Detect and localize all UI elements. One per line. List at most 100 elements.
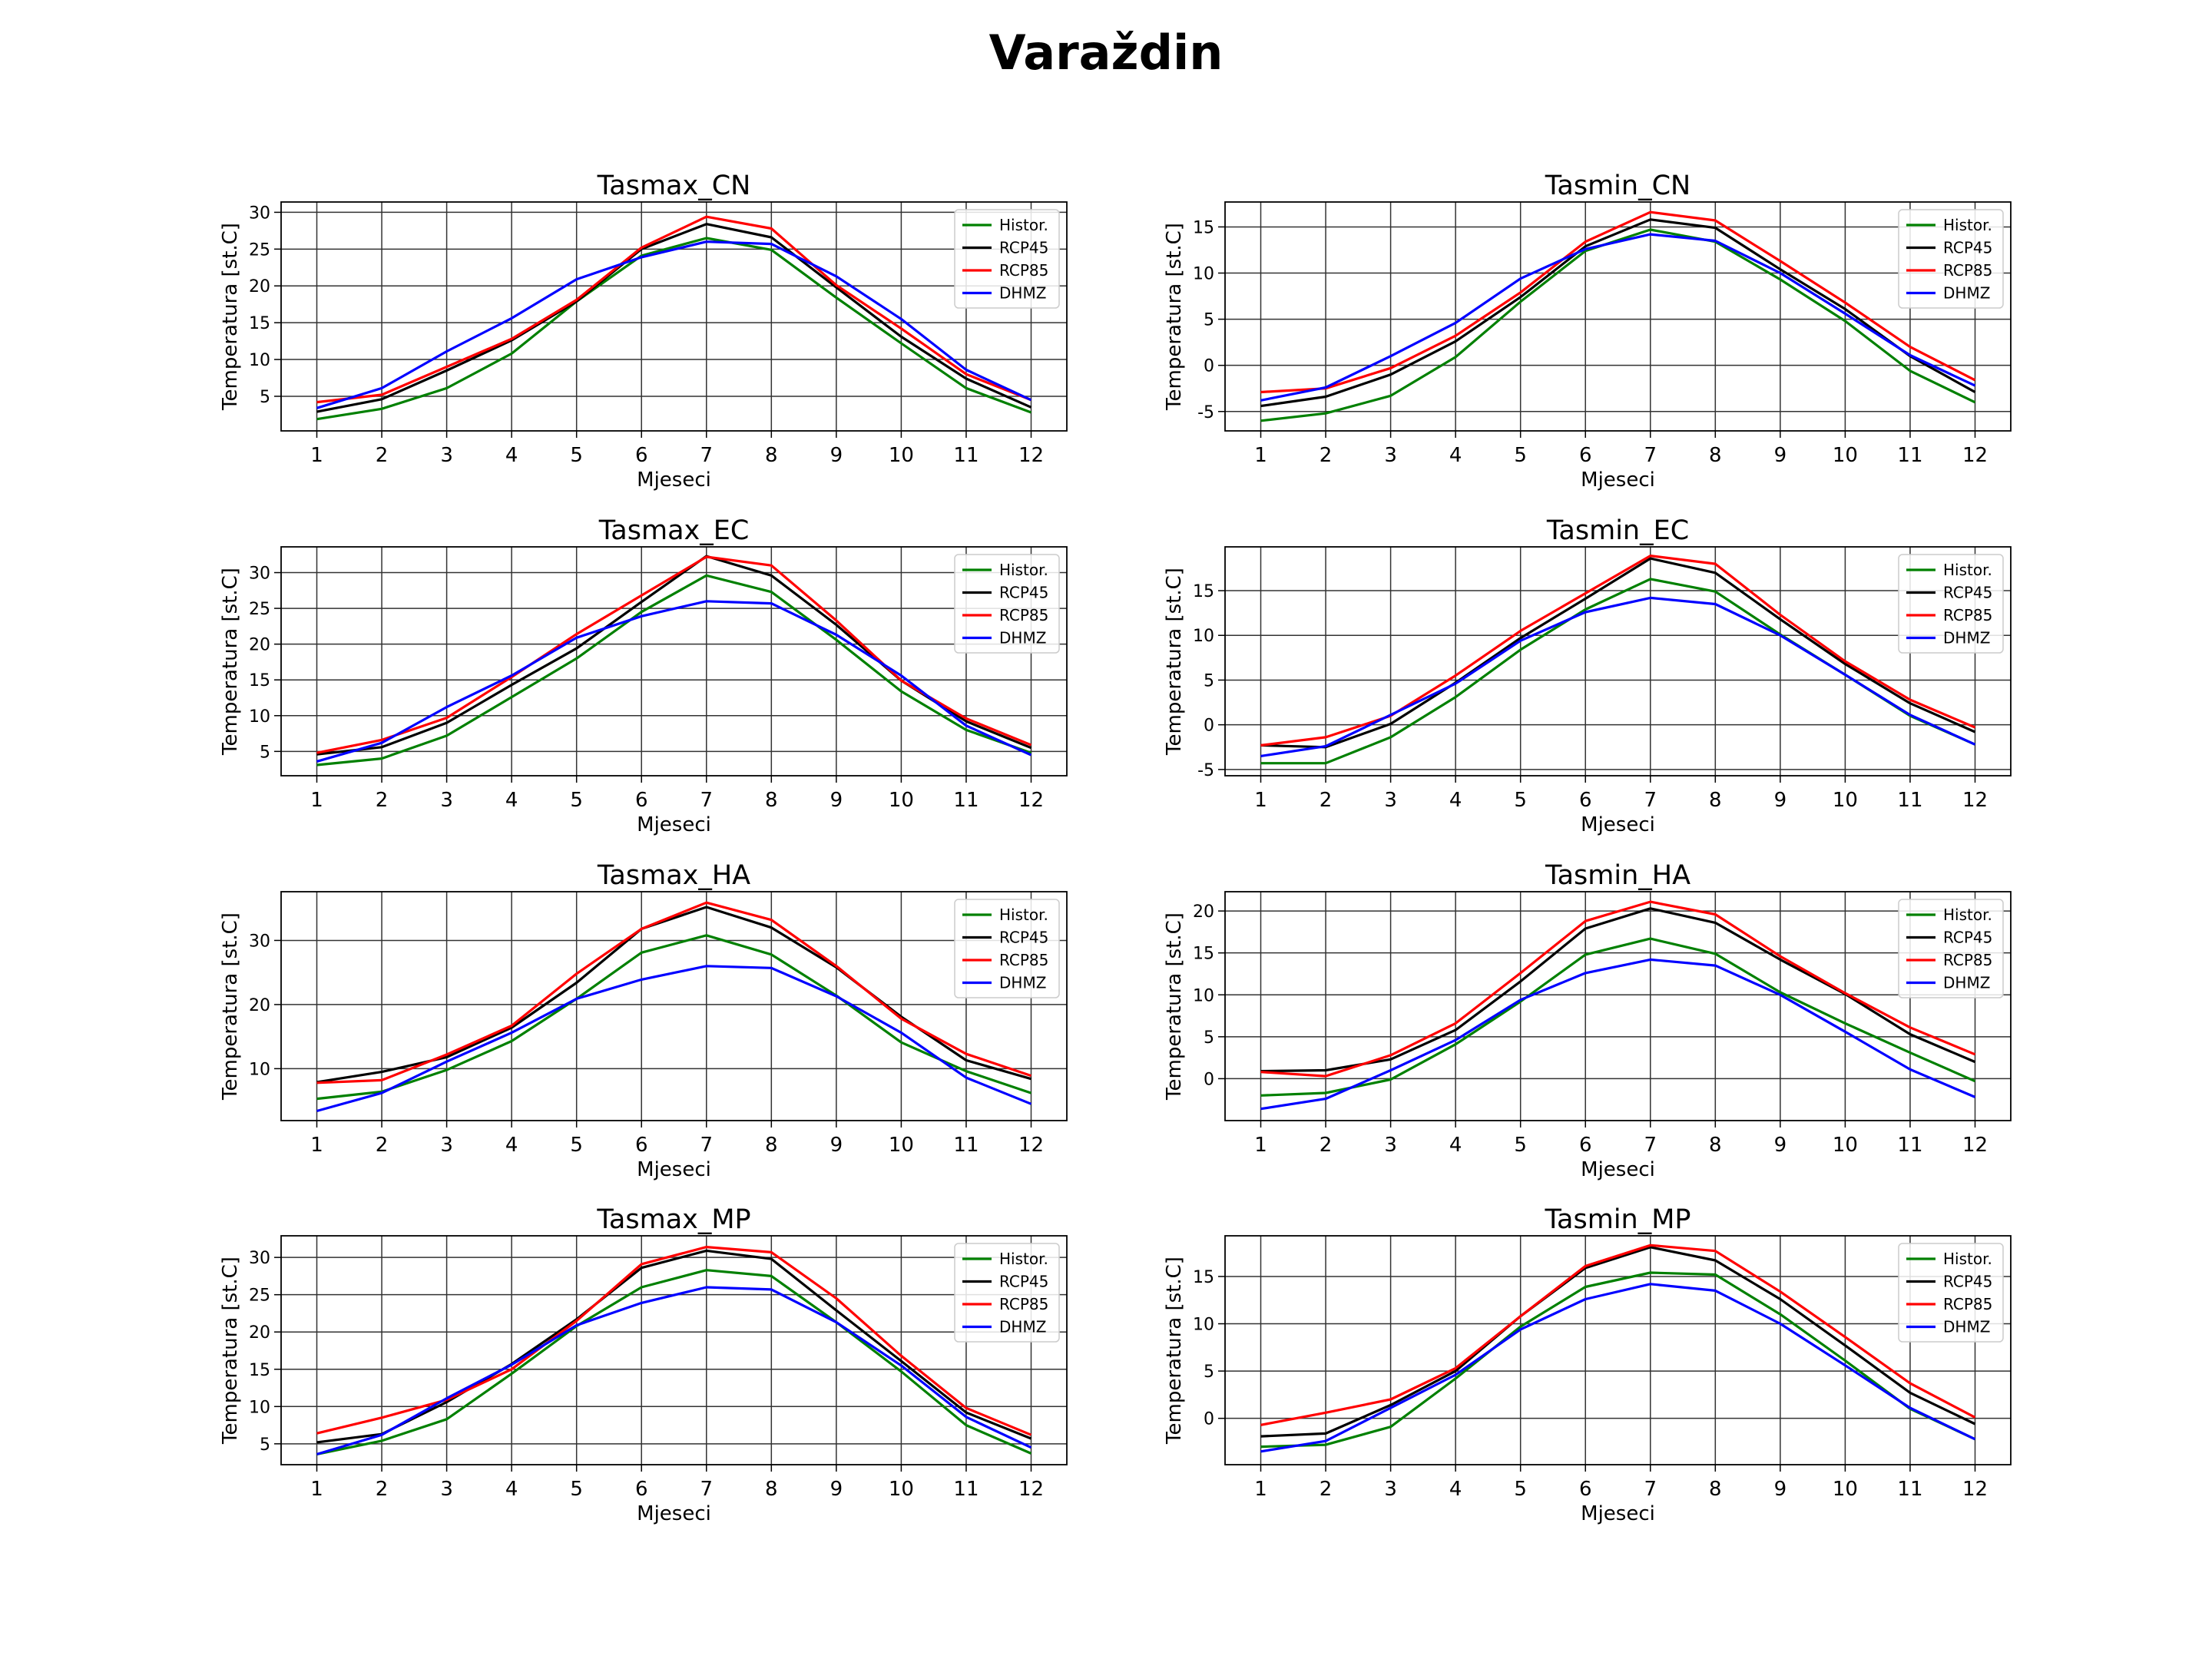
x-tick-label: 12 bbox=[1018, 1478, 1044, 1501]
x-tick-label: 7 bbox=[700, 1478, 713, 1501]
y-axis-label: Temperatura [st.C] bbox=[219, 912, 242, 1101]
x-tick-label: 10 bbox=[1833, 789, 1858, 812]
x-tick-label: 6 bbox=[635, 444, 648, 467]
x-tick-label: 2 bbox=[376, 789, 389, 812]
x-tick-label: 1 bbox=[310, 1478, 323, 1501]
y-tick-label: 25 bbox=[249, 1286, 270, 1306]
legend-box bbox=[1898, 1243, 2004, 1343]
x-tick-label: 8 bbox=[765, 444, 778, 467]
y-tick-label: 5 bbox=[260, 388, 270, 407]
series-line-rcp85 bbox=[316, 1245, 1032, 1436]
x-tick-label: 11 bbox=[953, 444, 979, 467]
legend-label: RCP85 bbox=[999, 1295, 1048, 1313]
legend-box bbox=[1898, 554, 2004, 654]
x-tick-label: 9 bbox=[830, 1478, 843, 1501]
x-tick-label: 8 bbox=[765, 1478, 778, 1501]
plot-area bbox=[1225, 202, 2011, 431]
series-line-histor bbox=[316, 237, 1032, 421]
chart-title: Tasmin_MP bbox=[1544, 1204, 1690, 1235]
x-tick-label: 1 bbox=[1254, 1134, 1267, 1157]
x-tick-label: 3 bbox=[440, 1134, 453, 1157]
series-line-dhmz bbox=[316, 965, 1032, 1113]
y-tick-label: 0 bbox=[1204, 1410, 1214, 1429]
legend-label: Histor. bbox=[1943, 216, 1992, 234]
chart-title: Tasmin_HA bbox=[1545, 860, 1690, 891]
axes-frame bbox=[1224, 891, 2012, 1121]
x-tick-label: 9 bbox=[830, 1134, 843, 1157]
legend-label: RCP85 bbox=[999, 261, 1048, 280]
x-axis-label: Mjeseci bbox=[1581, 469, 1655, 492]
x-tick-label: 5 bbox=[570, 444, 583, 467]
legend-box bbox=[954, 1243, 1060, 1343]
legend-label: DHMZ bbox=[999, 1318, 1046, 1336]
x-tick-label: 9 bbox=[1774, 444, 1787, 467]
x-tick-label: 9 bbox=[1774, 789, 1787, 812]
legend: Histor. RCP45 RCP85 DHMZ bbox=[954, 209, 1060, 309]
plot-area bbox=[281, 1236, 1067, 1465]
series-line-histor bbox=[316, 574, 1032, 767]
chart-title: Tasmax_HA bbox=[597, 860, 750, 891]
x-tick-label: 2 bbox=[1320, 1134, 1333, 1157]
x-tick-label: 4 bbox=[1449, 789, 1462, 812]
y-tick-label: 15 bbox=[1193, 218, 1214, 237]
chart-title: Tasmax_MP bbox=[596, 1204, 750, 1235]
x-tick-label: 6 bbox=[1579, 444, 1592, 467]
x-tick-label: 4 bbox=[505, 1478, 518, 1501]
legend-box bbox=[1898, 209, 2004, 309]
y-tick-label: 0 bbox=[1204, 1070, 1214, 1089]
x-tick-label: 7 bbox=[700, 444, 713, 467]
x-tick-label: 5 bbox=[1514, 1478, 1527, 1501]
legend-label: DHMZ bbox=[1943, 629, 1990, 647]
x-tick-label: 3 bbox=[1384, 444, 1397, 467]
x-tick-label: 6 bbox=[1579, 789, 1592, 812]
legend-label: RCP45 bbox=[1943, 929, 1992, 947]
series-line-dhmz bbox=[1260, 958, 1976, 1111]
legend-label: DHMZ bbox=[1943, 284, 1990, 303]
x-tick-label: 7 bbox=[1644, 1134, 1657, 1157]
x-tick-label: 12 bbox=[1962, 1134, 1988, 1157]
x-tick-label: 10 bbox=[889, 789, 914, 812]
x-tick-label: 12 bbox=[1962, 1478, 1988, 1501]
legend-label: DHMZ bbox=[1943, 974, 1990, 992]
x-tick-label: 10 bbox=[889, 1134, 914, 1157]
legend-label: Histor. bbox=[1943, 906, 1992, 924]
legend-label: RCP45 bbox=[999, 929, 1048, 947]
y-axis-label: Temperatura [st.C] bbox=[219, 223, 242, 411]
legend-label: RCP85 bbox=[1943, 1295, 1992, 1313]
legend-label: Histor. bbox=[999, 216, 1048, 234]
y-tick-label: 10 bbox=[1193, 627, 1214, 646]
x-tick-label: 8 bbox=[1709, 789, 1722, 812]
series-line-rcp45 bbox=[1260, 907, 1976, 1073]
x-tick-label: 9 bbox=[830, 444, 843, 467]
series-line-dhmz bbox=[1260, 233, 1976, 402]
legend-label: RCP45 bbox=[1943, 239, 1992, 257]
x-tick-label: 11 bbox=[953, 789, 979, 812]
x-tick-label: 1 bbox=[310, 789, 323, 812]
chart-tasmin-ec: 1 2 3 4 5 6 7 8 9 10 11 12-5051015Histor.RCP45RCP85… bbox=[1163, 515, 2012, 836]
y-tick-label: 25 bbox=[249, 240, 270, 260]
legend-label: DHMZ bbox=[1943, 1318, 1990, 1336]
x-tick-label: 12 bbox=[1018, 444, 1044, 467]
x-tick-label: 2 bbox=[376, 1478, 389, 1501]
y-axis-label: Temperatura [st.C] bbox=[1163, 223, 1186, 411]
series-line-rcp45 bbox=[1260, 557, 1976, 749]
x-tick-label: 1 bbox=[310, 1134, 323, 1157]
x-tick-label: 5 bbox=[570, 1134, 583, 1157]
chart-tasmin-mp: 1 2 3 4 5 6 7 8 9 10 11 12051015Histor.RCP45RCP85DH… bbox=[1163, 1204, 2012, 1525]
legend-label: DHMZ bbox=[999, 284, 1046, 303]
y-tick-label: 15 bbox=[1193, 582, 1214, 601]
y-tick-label: 20 bbox=[1193, 902, 1214, 922]
y-tick-label: -5 bbox=[1197, 403, 1214, 422]
x-tick-label: 6 bbox=[635, 1478, 648, 1501]
plot-area bbox=[1225, 892, 2011, 1121]
series-line-dhmz bbox=[316, 1286, 1032, 1455]
x-axis-label: Mjeseci bbox=[1581, 1158, 1655, 1181]
y-tick-label: 20 bbox=[249, 636, 270, 655]
x-tick-label: 7 bbox=[1644, 444, 1657, 467]
legend: Histor. RCP45 RCP85 DHMZ bbox=[1898, 1243, 2004, 1343]
legend-box bbox=[954, 554, 1060, 654]
y-tick-label: 0 bbox=[1204, 717, 1214, 736]
series-line-rcp85 bbox=[1260, 900, 1976, 1078]
series-line-rcp85 bbox=[316, 901, 1032, 1084]
plot-area bbox=[281, 202, 1067, 431]
